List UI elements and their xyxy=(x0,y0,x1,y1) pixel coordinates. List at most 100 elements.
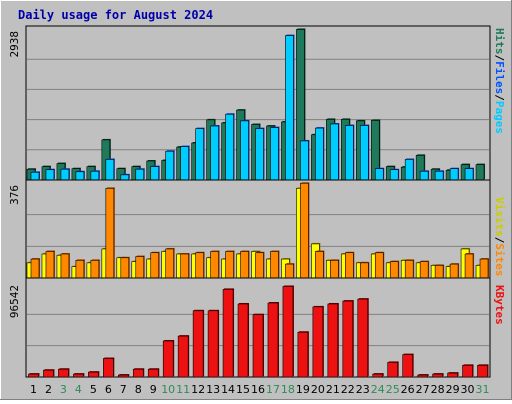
series-kbytes xyxy=(28,285,489,378)
day-label: 21 xyxy=(326,383,340,396)
bar-sites xyxy=(330,260,339,279)
bar-files xyxy=(165,150,175,181)
bar-kbytes xyxy=(477,365,488,378)
bar-sites xyxy=(60,253,70,279)
bar-kbytes xyxy=(132,368,144,378)
bar-files xyxy=(60,168,70,181)
legend-entry: / xyxy=(493,237,506,244)
bar-kbytes xyxy=(387,362,399,378)
bar-files xyxy=(210,125,219,181)
max-value-label: 376 xyxy=(8,185,21,205)
bar-files xyxy=(404,159,414,181)
bar-kbytes xyxy=(147,368,159,378)
bar-sites xyxy=(359,262,369,279)
legend-entry: Pages xyxy=(493,101,506,134)
bar-files xyxy=(225,113,234,181)
legend-entry: Hits xyxy=(493,28,506,55)
bar-files xyxy=(75,171,85,181)
bar-sites xyxy=(255,252,264,279)
bar-kbytes xyxy=(312,306,324,378)
day-label: 7 xyxy=(120,383,127,396)
day-label: 16 xyxy=(251,383,265,396)
day-label: 17 xyxy=(266,383,280,396)
bar-sites xyxy=(75,260,85,279)
panel-hits-files-pages: 2938 Hits/Files/Pages xyxy=(8,25,506,181)
bar-sites xyxy=(135,256,145,279)
bar-sites xyxy=(210,251,219,279)
day-label: 14 xyxy=(221,383,235,396)
bar-files xyxy=(45,169,55,181)
bar-sites xyxy=(90,260,100,279)
bar-sites xyxy=(404,260,414,279)
day-label: 27 xyxy=(416,383,430,396)
day-label: 12 xyxy=(191,383,205,396)
day-label: 4 xyxy=(75,383,82,396)
bar-sites xyxy=(389,261,399,279)
bar-kbytes xyxy=(117,374,129,378)
series-sites xyxy=(30,182,490,279)
day-label: 5 xyxy=(90,383,97,396)
day-label: 18 xyxy=(281,383,295,396)
bar-kbytes xyxy=(192,310,204,378)
bar-files xyxy=(315,127,324,181)
bar-kbytes xyxy=(342,300,354,378)
bar-sites xyxy=(285,263,294,279)
bar-kbytes xyxy=(252,314,264,378)
series-legend: KBytes xyxy=(493,285,506,325)
legend-entry: / xyxy=(493,55,506,62)
bar-kbytes xyxy=(357,298,369,378)
bar-kbytes xyxy=(462,365,473,378)
bar-files xyxy=(150,166,160,181)
bar-kbytes xyxy=(73,373,84,378)
day-label: 2 xyxy=(45,383,52,396)
bar-kbytes xyxy=(372,373,384,378)
max-value-label: 2938 xyxy=(8,31,21,58)
legend-text: Visits/Sites xyxy=(493,197,506,277)
bar-kbytes xyxy=(267,302,279,378)
bar-sites xyxy=(120,257,130,279)
bar-files xyxy=(30,171,40,181)
bar-kbytes xyxy=(237,303,249,378)
bar-files xyxy=(285,35,294,181)
bar-sites xyxy=(374,252,384,279)
bar-kbytes xyxy=(432,373,443,378)
chart-panels: 2938 Hits/Files/Pages376Visits/Sites96542… xyxy=(8,25,506,378)
day-label: 28 xyxy=(431,383,445,396)
bar-sites xyxy=(180,253,189,279)
bar-files xyxy=(270,127,279,181)
legend-entry: Sites xyxy=(493,243,506,276)
bar-sites xyxy=(419,261,429,279)
bar-kbytes xyxy=(162,340,174,378)
bar-kbytes xyxy=(103,358,114,378)
bar-files xyxy=(464,168,474,181)
bar-files xyxy=(300,140,309,181)
bar-files xyxy=(345,125,354,181)
bar-sites xyxy=(195,252,204,279)
bar-kbytes xyxy=(88,371,99,378)
bar-hits xyxy=(475,164,485,181)
bar-files xyxy=(255,128,264,181)
day-label: 30 xyxy=(461,383,475,396)
day-label: 22 xyxy=(341,383,355,396)
bar-files xyxy=(120,174,130,181)
bar-kbytes xyxy=(207,310,219,378)
bar-sites xyxy=(225,251,234,279)
legend-text: Hits/Files/Pages xyxy=(493,28,506,134)
day-label: 23 xyxy=(356,383,370,396)
bar-sites xyxy=(479,258,489,279)
bar-files xyxy=(195,128,204,181)
day-label: 11 xyxy=(176,383,190,396)
day-label: 25 xyxy=(386,383,400,396)
bar-kbytes xyxy=(402,354,413,378)
legend-entry: Files xyxy=(493,61,506,94)
bar-files xyxy=(330,123,339,181)
legend-entry: / xyxy=(493,94,506,101)
bar-sites xyxy=(345,252,354,279)
bar-files xyxy=(180,146,189,181)
bar-files xyxy=(419,170,429,181)
max-value-label: 96542 xyxy=(8,285,21,318)
bar-kbytes xyxy=(447,372,458,378)
bar-kbytes xyxy=(177,335,189,378)
day-label: 9 xyxy=(150,383,157,396)
day-label: 20 xyxy=(311,383,325,396)
